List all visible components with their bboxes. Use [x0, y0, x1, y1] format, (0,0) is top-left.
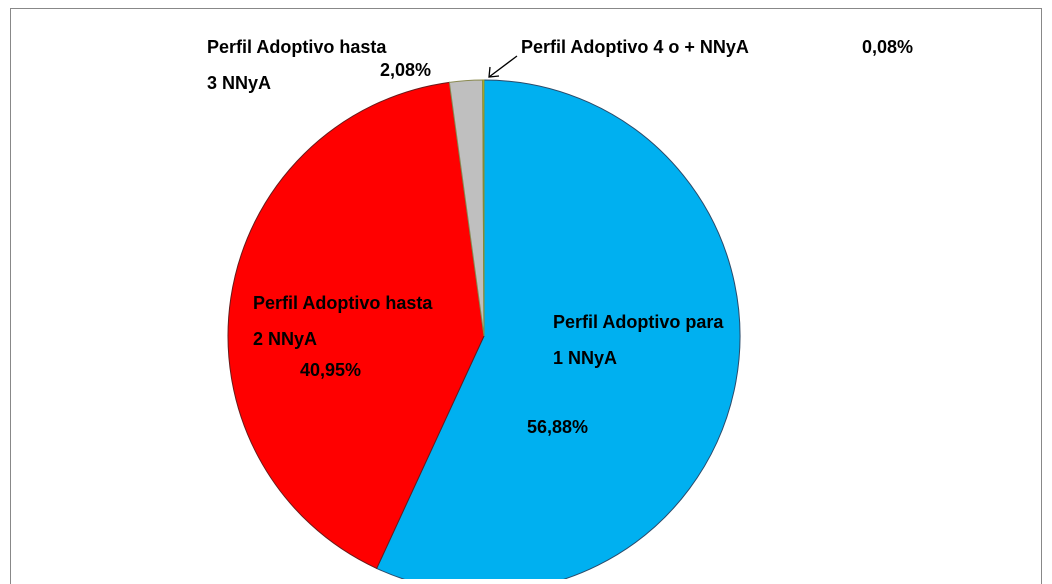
category-label: Perfil Adoptivo hasta 3 NNyA [207, 37, 387, 93]
category-label: Perfil Adoptivo hasta 2 NNyA [253, 293, 433, 349]
leader-arrow [488, 55, 518, 78]
category-label: Perfil Adoptivo para 1 NNyA [553, 312, 724, 368]
pie-slice [482, 79, 485, 337]
category-label: Perfil Adoptivo 4 o + NNyA [521, 37, 749, 57]
pie [227, 79, 741, 579]
pie-slice [227, 81, 485, 570]
value-label: 40,95% [300, 360, 362, 380]
pie-slice [376, 79, 741, 579]
value-label: 0,08% [862, 37, 914, 57]
value-label: 2,08% [380, 60, 432, 80]
value-label: 56,88% [527, 417, 589, 437]
